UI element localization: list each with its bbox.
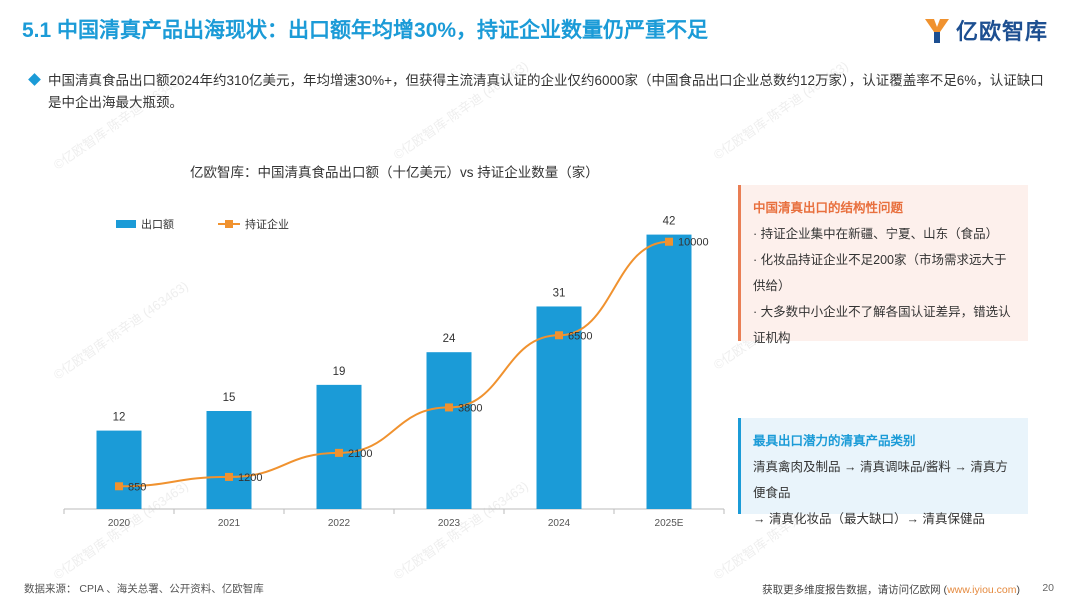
bar-value-label: 42: [663, 216, 676, 228]
bar-export-2023: [426, 352, 472, 509]
issues-title: 中国清真出口的结构性问题: [753, 201, 904, 215]
bar-export-2022: [316, 384, 362, 509]
export-potential-box: 最具出口潜力的清真产品类别 清真禽肉及制品 → 清真调味品/酱料 → 清真方便食…: [738, 418, 1028, 526]
line-point-2023: [445, 403, 453, 412]
legend-line-label: 持证企业: [245, 217, 289, 231]
x-tick-label: 2021: [218, 518, 241, 529]
issue-item: · 大多数中小企业不了解各国认证差异，错选认证机构: [753, 305, 1011, 345]
x-tick-label: 2022: [328, 518, 351, 529]
bar-value-label: 19: [333, 366, 346, 378]
x-tick-label: 2020: [108, 518, 131, 529]
line-certified-firms: [118, 240, 670, 488]
line-point-2024: [555, 331, 563, 340]
line-value-label: 6500: [568, 330, 592, 342]
logo-icon: [924, 19, 949, 43]
line-point-2020: [115, 482, 123, 491]
bar-value-label: 12: [113, 412, 126, 424]
bar-value-label: 24: [443, 333, 456, 345]
bar-export-2020: [96, 430, 142, 509]
website-link[interactable]: www.iyiou.com: [947, 584, 1017, 596]
bar-export-2025E: [646, 234, 692, 509]
export-chart: 12 2020 15 2021 19 2022 24 2023 31 2024 42 2025E 850…: [63, 216, 725, 529]
footer-suffix: ): [1016, 584, 1021, 596]
line-point-2025E: [665, 237, 673, 246]
line-point-2022: [335, 448, 343, 457]
line-value-label: 850: [128, 481, 146, 493]
bar-value-label: 15: [223, 392, 236, 404]
line-value-label: 3800: [458, 402, 482, 414]
potential-line: → 清真化妆品（最大缺口）→ 清真保健品: [753, 512, 985, 526]
x-tick-label: 2023: [438, 518, 461, 529]
line-value-label: 1200: [238, 472, 262, 484]
x-tick-label: 2025E: [655, 518, 684, 529]
summary-bullet: 中国清真食品出口额2024年约310亿美元，年均增速30%+，但获得主流清真认证…: [28, 70, 1050, 114]
issue-item: · 持证企业集中在新疆、宁夏、山东（食品）: [753, 227, 999, 241]
issue-item: · 化妆品持证企业不足200家（市场需求远大于供给）: [753, 253, 1007, 293]
potential-line: 清真禽肉及制品 → 清真调味品/酱料 → 清真方便食品: [753, 460, 1008, 500]
line-point-2021: [225, 472, 233, 481]
page-title: 5.1 中国清真产品出海现状：出口额年均增30%，持证企业数量仍严重不足: [22, 19, 709, 42]
bar-export-2024: [536, 306, 582, 509]
x-tick-label: 2024: [548, 518, 571, 529]
structural-issues-box: 中国清真出口的结构性问题 · 持证企业集中在新疆、宁夏、山东（食品） · 化妆品…: [738, 185, 1028, 345]
legend-bar-swatch: [116, 220, 136, 228]
legend-line-marker: [225, 220, 233, 228]
footer-note: 获取更多维度报告数据，请访问亿欧网 (www.iyiou.com): [762, 582, 1020, 597]
data-source: 数据来源： CPIA 、海关总署、公开资料、亿欧智库: [24, 583, 264, 595]
page-number: 20: [1042, 582, 1054, 594]
logo: 亿欧智库: [922, 14, 1048, 46]
potential-title: 最具出口潜力的清真产品类别: [753, 434, 916, 448]
logo-text: 亿欧智库: [955, 19, 1048, 44]
line-value-label: 2100: [348, 448, 372, 460]
line-value-label: 10000: [678, 237, 709, 249]
summary-text: 中国清真食品出口额2024年约310亿美元，年均增速30%+，但获得主流清真认证…: [48, 73, 1044, 110]
bar-value-label: 31: [553, 287, 566, 299]
chart-title: 亿欧智库：中国清真食品出口额（十亿美元）vs 持证企业数量（家）: [190, 165, 599, 180]
legend-bar-label: 出口额: [141, 217, 174, 231]
bar-export-2021: [206, 411, 252, 509]
footer-prefix: 获取更多维度报告数据，请访问亿欧网 (: [762, 584, 948, 596]
